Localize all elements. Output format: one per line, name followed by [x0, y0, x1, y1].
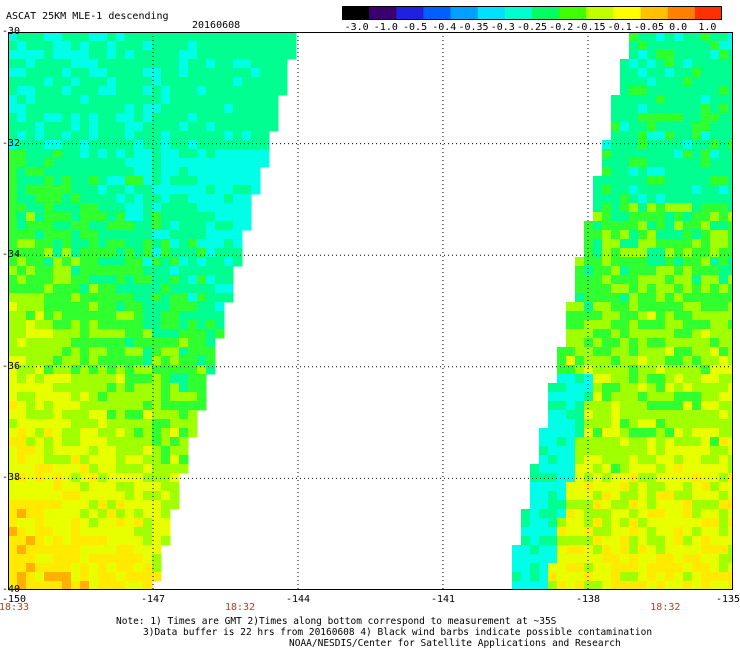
color-scale-tick-label: 0.0 [669, 22, 688, 33]
right-swath [512, 32, 733, 590]
pass-time-label: 18:32 [650, 602, 681, 613]
color-scale-segment [640, 6, 669, 20]
latitude-tick-label: -32 [2, 137, 21, 149]
longitude-tick-label: -141 [430, 594, 456, 605]
left-swath [8, 32, 297, 590]
color-scale-segment [559, 6, 587, 20]
color-scale-tick-label: -0.1 [607, 22, 632, 33]
note-line-3: NOAA/NESDIS/Center for Satellite Applica… [289, 638, 621, 649]
longitude-tick-label: -135 [715, 594, 740, 605]
latitude-tick-label: -36 [2, 360, 21, 372]
color-scale-tick-label: -0.2 [549, 22, 574, 33]
latitude-tick-label: -34 [2, 249, 21, 261]
color-scale-segment [342, 6, 370, 20]
product-date: 20160608 [192, 20, 241, 31]
color-scale-tick-label: -0.15 [575, 22, 606, 33]
color-scale-segment [504, 6, 533, 20]
color-scale-segment [423, 6, 452, 20]
pass-time-label: 18:32 [224, 602, 256, 613]
latitude-tick-label: -40 [2, 584, 21, 595]
color-scale-tick-label: -0.05 [633, 22, 664, 33]
color-scale-segment [667, 6, 696, 20]
color-scale-tick-label: -3.0 [344, 22, 369, 33]
color-scale-tick-label: -0.4 [432, 22, 457, 33]
graticule [8, 32, 733, 590]
color-scale-segment [396, 6, 425, 20]
wind-map-plot [8, 32, 733, 590]
color-scale-tick-label: -0.3 [490, 22, 515, 33]
color-scale-segment [477, 6, 506, 20]
note-line-1: Note: 1) Times are GMT 2)Times along bot… [116, 616, 557, 627]
color-scale-segment [613, 6, 642, 20]
color-scale-segment [532, 6, 560, 20]
color-scale-segment [694, 6, 722, 20]
color-scale-bar [342, 6, 722, 20]
color-scale-segment [586, 6, 615, 20]
longitude-tick-label: -147 [140, 594, 166, 605]
color-scale-tick-label: -0.5 [403, 22, 428, 33]
note-line-2: 3)Data buffer is 22 hrs from 20160608 4)… [143, 627, 653, 638]
color-scale-segment [450, 6, 479, 20]
color-scale-tick-label: -1.0 [373, 22, 398, 33]
plot-frame [8, 32, 733, 590]
color-scale-tick-label: -0.35 [458, 22, 489, 33]
latitude-tick-label: -38 [2, 472, 21, 484]
longitude-tick-label: -150 [1, 594, 27, 605]
latitude-tick-label: -30 [2, 26, 21, 37]
longitude-tick-label: -138 [575, 594, 601, 605]
product-title: ASCAT 25KM MLE-1 descending [6, 11, 169, 22]
longitude-tick-label: -144 [285, 594, 311, 605]
color-scale-segment [369, 6, 397, 20]
color-scale-tick-label: -0.25 [516, 22, 548, 33]
color-scale-tick-label: 1.0 [698, 22, 717, 33]
pass-time-label: 18:33 [0, 602, 30, 613]
